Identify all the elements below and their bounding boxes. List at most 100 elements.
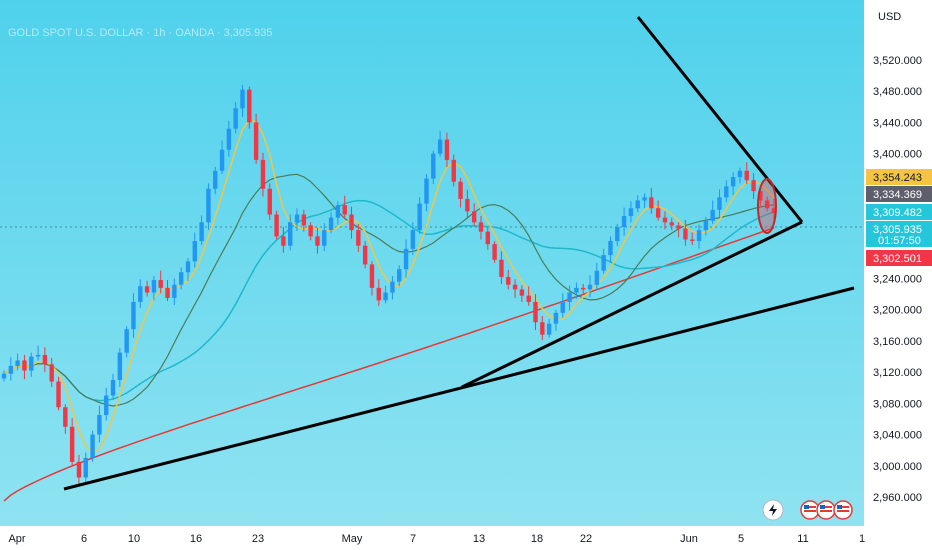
price-tick-label: 3,080.000: [873, 398, 922, 410]
price-badge-bg: [866, 186, 932, 202]
time-tick-label: 5: [738, 533, 744, 545]
price-tick-label: 3,400.000: [873, 149, 922, 161]
candle-body: [8, 365, 14, 374]
time-tick-label: Jun: [680, 533, 698, 545]
candle-body: [662, 217, 668, 223]
candle-body: [751, 180, 756, 192]
candles-group: [1, 84, 777, 487]
candle-body: [63, 407, 68, 427]
highlight-ellipse[interactable]: [757, 178, 777, 234]
candle-body: [764, 200, 770, 209]
currency-label: USD: [878, 11, 901, 23]
candle-body: [376, 287, 381, 301]
candle-body: [226, 128, 232, 150]
candle-body: [758, 191, 763, 201]
price-badge-bg: [866, 204, 932, 220]
candle-body: [247, 89, 252, 123]
candle-body: [526, 295, 531, 302]
candle-body: [424, 178, 429, 204]
candle-body: [655, 208, 661, 218]
candle-body: [15, 360, 20, 366]
candle-body: [471, 211, 477, 223]
candle-body: [512, 284, 518, 290]
candle-body: [322, 230, 327, 246]
candle-body: [165, 287, 170, 299]
price-tick-label: 3,040.000: [873, 430, 922, 442]
candle-body: [587, 284, 593, 290]
candle-body: [49, 364, 54, 382]
candle-body: [260, 159, 266, 189]
candle-body: [594, 270, 600, 285]
ma-longest-line: [3, 227, 775, 502]
time-tick-label: 1: [859, 533, 865, 545]
time-tick-label: 23: [252, 533, 264, 545]
candle-body: [397, 269, 402, 282]
candle-body: [676, 225, 681, 229]
price-badges: 3,354.243 3,334.369 3,309.482 3,305.93501:5…: [866, 169, 932, 266]
candle-body: [403, 248, 409, 270]
candle-body: [294, 214, 300, 223]
candle-body: [144, 286, 150, 293]
candle-body: [308, 225, 313, 237]
lower-trendline-shallow[interactable]: [63, 286, 855, 491]
time-tick-label: 16: [190, 533, 202, 545]
candle-body: [172, 284, 177, 299]
candle-body: [97, 415, 102, 435]
candle-body: [410, 230, 416, 249]
candle-body: [628, 208, 634, 217]
candle-body: [328, 217, 334, 231]
price-tick-label: 3,240.000: [873, 274, 922, 286]
flag-icon-2[interactable]: [816, 500, 836, 520]
candle-body: [553, 312, 559, 324]
candle-body: [253, 122, 259, 160]
price-axis-ticks: 3,520.000 3,480.000 3,440.000 3,400.000 3,24…: [873, 55, 922, 504]
lower-trendline-steep[interactable]: [461, 220, 803, 389]
candle-body: [492, 244, 497, 260]
candle-body: [199, 222, 204, 242]
price-badge-label: 3,309.482: [873, 207, 922, 219]
candle-body: [478, 222, 484, 232]
time-tick-label: 18: [531, 533, 543, 545]
candle-body: [151, 280, 157, 293]
time-tick-label: May: [342, 533, 363, 545]
candle-body: [608, 241, 613, 256]
price-badge-bg: [866, 169, 932, 185]
candle-body: [110, 379, 116, 396]
candle-body: [485, 231, 491, 245]
candle-body: [444, 139, 450, 160]
candle-body: [540, 322, 545, 335]
candle-body: [281, 236, 286, 246]
candle-body: [737, 170, 743, 178]
candle-body: [131, 301, 136, 330]
candle-body: [233, 108, 238, 129]
candle-body: [369, 264, 375, 288]
time-tick-label: 11: [797, 533, 808, 545]
time-tick-label: 22: [580, 533, 592, 545]
candle-body: [213, 170, 218, 189]
time-tick-label: 13: [473, 533, 485, 545]
price-badge-bg: [866, 250, 932, 266]
candle-body: [383, 292, 388, 301]
price-tick-label: 3,480.000: [873, 86, 922, 98]
candle-body: [642, 197, 647, 201]
candle-body: [601, 255, 606, 271]
candle-body: [29, 356, 34, 371]
price-badge-bg: [866, 221, 932, 247]
price-badge-label: 3,305.935: [873, 224, 922, 236]
flag-icon-3[interactable]: [833, 500, 853, 520]
lightning-icon[interactable]: [762, 499, 784, 521]
candle-body: [690, 239, 695, 242]
candle-body: [417, 203, 422, 231]
candle-body: [192, 241, 197, 262]
candle-body: [287, 222, 293, 246]
candle-body: [185, 261, 191, 273]
candle-body: [178, 272, 184, 285]
candle-body: [696, 230, 702, 242]
candle-body: [506, 276, 511, 285]
candle-body: [69, 426, 75, 462]
candle-body: [744, 170, 749, 181]
price-tick-label: 3,120.000: [873, 367, 922, 379]
candle-body: [274, 214, 279, 237]
candle-body: [390, 281, 395, 293]
